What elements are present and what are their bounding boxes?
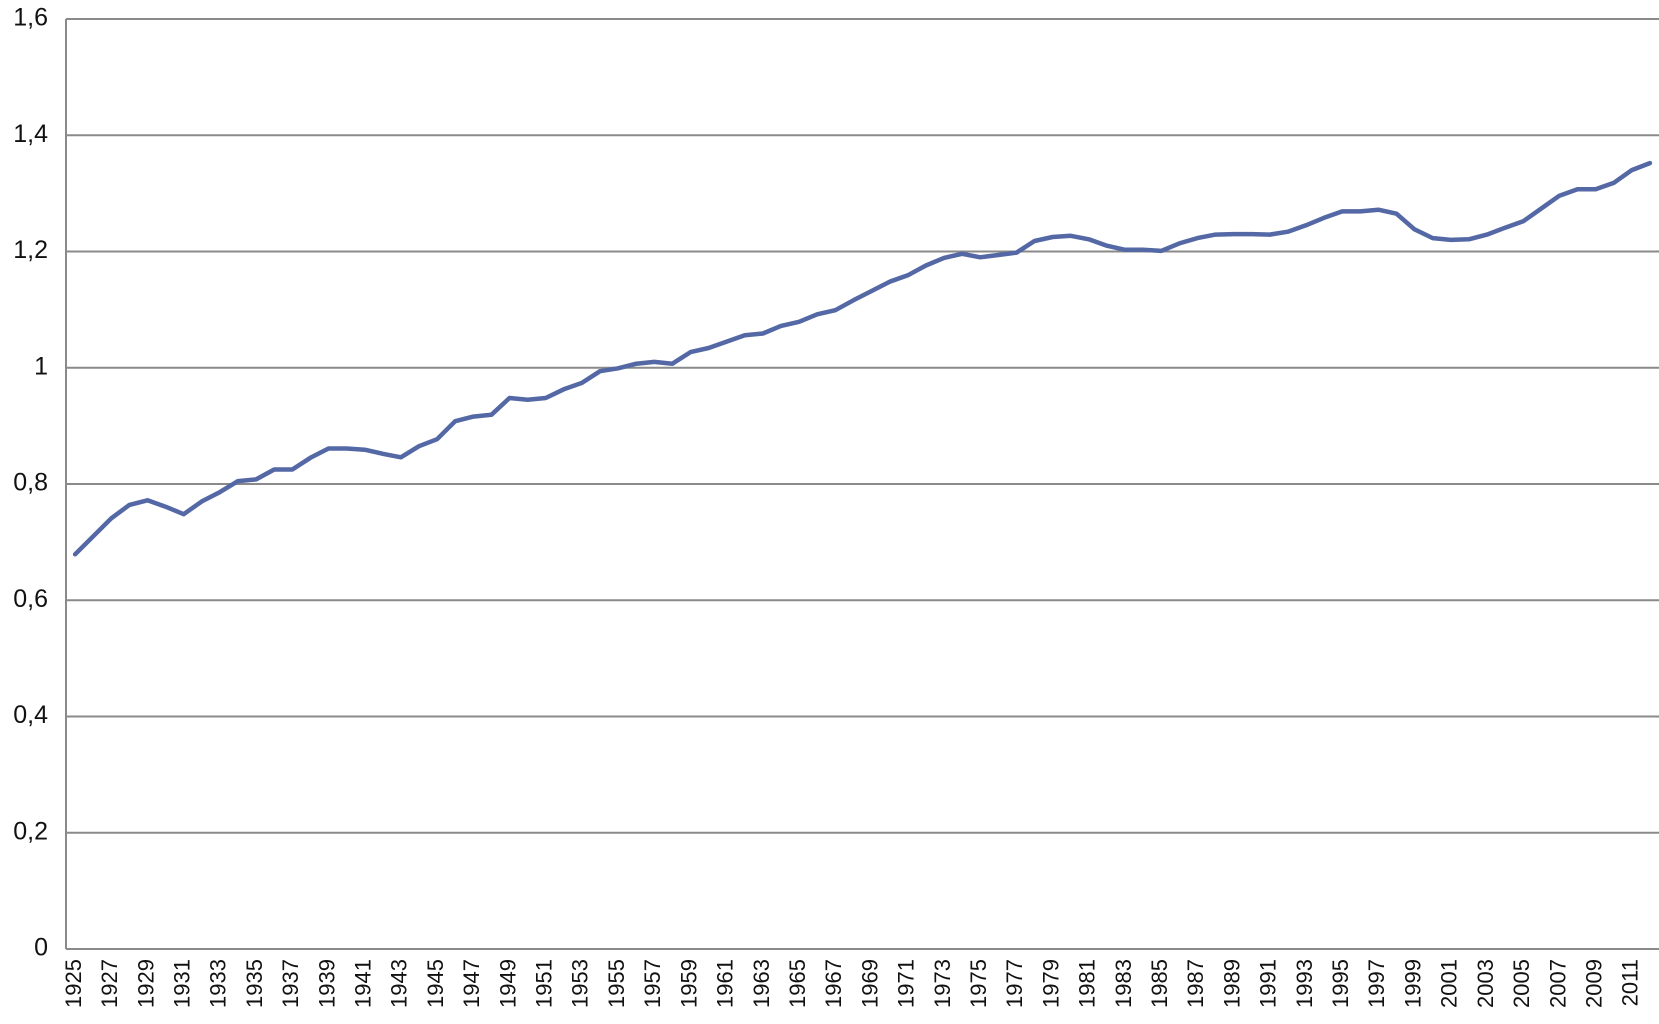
y-tick-label: 0,8 (13, 469, 48, 497)
y-tick-label: 0,4 (13, 701, 48, 729)
y-tick-label: 1,4 (13, 120, 48, 148)
y-tick-label: 0,6 (13, 585, 48, 613)
x-tick-label: 1971 (894, 959, 919, 1008)
x-tick-label: 1947 (459, 959, 484, 1008)
x-tick-label: 1945 (423, 959, 448, 1008)
x-tick-label: 1925 (61, 959, 86, 1008)
x-tick-label: 1997 (1364, 959, 1389, 1008)
x-tick-label: 1979 (1038, 959, 1063, 1008)
data-line (72, 160, 1653, 557)
x-tick-label: 2011 (1618, 959, 1643, 1006)
x-tick-label: 1929 (133, 959, 158, 1008)
x-tick-label: 2001 (1437, 959, 1462, 1008)
x-tick-label: 1985 (1147, 959, 1172, 1008)
x-tick-label: 1937 (278, 959, 303, 1008)
x-tick-label: 1941 (351, 959, 376, 1008)
x-tick-label: 1967 (821, 959, 846, 1008)
x-tick-label: 1991 (1256, 959, 1281, 1008)
y-tick-label: 0,2 (13, 817, 48, 845)
x-tick-label: 2003 (1473, 959, 1498, 1008)
x-tick-label: 1935 (242, 959, 267, 1008)
x-tick-label: 2005 (1509, 959, 1534, 1008)
x-tick-label: 1999 (1400, 959, 1425, 1008)
y-tick-label: 1,6 (13, 4, 48, 32)
x-tick-label: 1989 (1219, 959, 1244, 1008)
y-tick-label: 1 (34, 352, 48, 380)
x-tick-label: 1955 (604, 959, 629, 1008)
x-tick-label: 1959 (676, 959, 701, 1008)
x-tick-label: 2009 (1581, 959, 1606, 1008)
y-tick-label: 0 (34, 934, 48, 962)
x-tick-label: 1939 (314, 959, 339, 1008)
x-tick-label: 1963 (749, 959, 774, 1008)
x-tick-label: 1953 (568, 959, 593, 1008)
x-tick-label: 1951 (532, 959, 557, 1008)
x-tick-label: 1933 (206, 959, 231, 1008)
x-tick-label: 1995 (1328, 959, 1353, 1008)
x-tick-label: 1961 (713, 959, 738, 1008)
x-tick-label: 1987 (1183, 959, 1208, 1008)
x-tick-label: 1927 (97, 959, 122, 1008)
x-tick-label: 1969 (857, 959, 882, 1008)
x-tick-label: 2007 (1545, 959, 1570, 1008)
x-tick-label: 1981 (1075, 959, 1100, 1008)
x-tick-label: 1975 (966, 959, 991, 1008)
x-tick-label: 1957 (640, 959, 665, 1008)
y-tick-label: 1,2 (13, 236, 48, 264)
x-tick-label: 1973 (930, 959, 955, 1008)
x-tick-label: 1949 (495, 959, 520, 1008)
x-tick-label: 1983 (1111, 959, 1136, 1008)
x-tick-label: 1943 (387, 959, 412, 1008)
x-tick-label: 1977 (1002, 959, 1027, 1008)
x-tick-label: 1931 (169, 959, 194, 1008)
x-tick-label: 1993 (1292, 959, 1317, 1008)
x-tick-label: 1965 (785, 959, 810, 1008)
